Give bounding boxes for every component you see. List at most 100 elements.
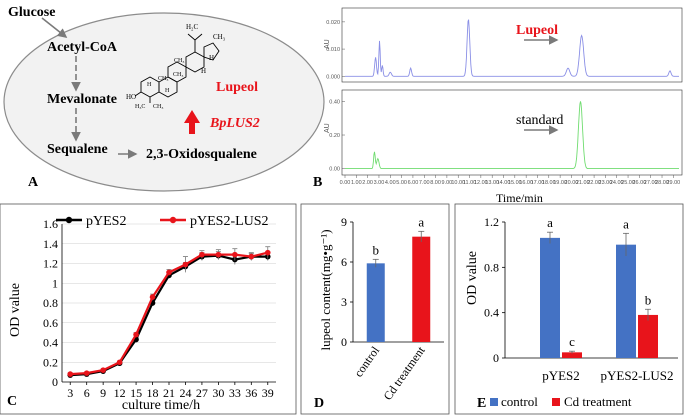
c-point-1-9 [215, 251, 222, 258]
b-xtick-label-21: 21.00 [576, 180, 590, 186]
b-xtick-label-25: 25.00 [621, 180, 635, 186]
b-xtick-label-23: 23.00 [599, 180, 613, 186]
c-legend: pYES2 pYES2-LUS2 [56, 214, 269, 229]
d-ytick-label-3: 9 [341, 215, 347, 229]
b-xtick-label-14: 14.00 [497, 180, 511, 186]
b-xtick-label-18: 18.00 [542, 180, 556, 186]
struct-label-ch3-top: CH₃ [213, 33, 226, 41]
b-xlabel: Time/min [496, 191, 543, 205]
struct-label-h-4: H [165, 88, 170, 94]
e-letter-1-1: b [645, 292, 652, 307]
c-xtick-label-1: 6 [84, 386, 90, 400]
c-xtick-label-10: 33 [229, 386, 241, 400]
b-ytick-label-1-2: 0.40 [329, 99, 340, 105]
struct-label-ch3-c: CH₃ [174, 58, 184, 64]
enzyme-label: BpLUS2 [209, 116, 260, 131]
c-xtick-label-11: 36 [245, 386, 257, 400]
b-xtick-label-1: 1.00 [351, 180, 362, 186]
e-ytick-label-0: 0 [493, 351, 499, 365]
c-xtick-label-7: 24 [179, 386, 191, 400]
e-xlabel-1: pYES2-LUS2 [601, 368, 674, 383]
struct-label-ch3-a: CH₃ [158, 76, 168, 82]
b-xtick-label-5: 5.00 [396, 180, 407, 186]
struct-label-ho: HO [126, 93, 136, 101]
e-legend: control Cd treatment [490, 394, 632, 409]
panel-label-e: E [477, 396, 486, 411]
c-series-pyes2-lus2 [67, 246, 271, 377]
struct-label-h-1: H [209, 54, 214, 62]
b-xtick-label-8: 8.00 [430, 180, 441, 186]
up-arrow-icon [184, 110, 200, 134]
c-xtick-label-5: 18 [147, 386, 159, 400]
lupeol-structure [134, 33, 220, 103]
c-point-1-3 [116, 359, 123, 366]
c-point-1-4 [133, 331, 139, 338]
b-xtick-label-9: 9.00 [442, 180, 453, 186]
c-ytick-label-1: 0.2 [43, 355, 58, 369]
c-point-1-0 [67, 371, 74, 377]
b-xtick-label-13: 13.00 [485, 180, 499, 186]
c-ytick-label-0: 0 [52, 375, 58, 389]
b-xtick-label-28: 28.00 [655, 180, 669, 186]
d-xlabel-0: control [351, 343, 382, 379]
trace-sample [345, 19, 679, 77]
c-point-1-2 [100, 367, 106, 373]
struct-label-h-2: H [201, 67, 206, 75]
panel-label-c: C [7, 394, 17, 409]
c-ytick-label-7: 1.4 [43, 237, 58, 251]
b-xtick-label-19: 19.00 [553, 180, 567, 186]
c-xtick-label-4: 15 [130, 386, 142, 400]
c-ytick-label-2: 0.4 [43, 336, 58, 350]
b-xtick-label-16: 16.00 [519, 180, 533, 186]
struct-label-ch3-b: CH₃ [173, 72, 183, 78]
legend-label-pyes2: pYES2 [86, 214, 126, 229]
c-point-1-12 [264, 249, 271, 256]
c-ylabel: OD value [8, 283, 23, 337]
b-bottom-ylabel: AU [324, 123, 331, 133]
b-standard-yaxis: 0.00 0.20 0.40 [329, 99, 345, 173]
struct-label-h2c: H₂C [186, 23, 198, 31]
panel-label-b: B [313, 175, 322, 190]
struct-label-h3c: H₃C [135, 104, 145, 110]
c-point-1-5 [149, 294, 156, 300]
b-xtick-label-20: 20.00 [565, 180, 579, 186]
e-bar-0-1 [562, 352, 582, 358]
b-xtick-label-10: 10.00 [451, 180, 465, 186]
b-lupeol-annotation: Lupeol [516, 23, 558, 38]
c-ytick-label-6: 1.2 [43, 257, 58, 271]
b-xtick-label-24: 24.00 [610, 180, 624, 186]
legend-swatch-control [490, 398, 498, 406]
compound-glucose: Glucose [8, 5, 55, 20]
e-ytick-label-2: 0.8 [484, 260, 499, 274]
e-xlabel-0: pYES2 [542, 368, 580, 383]
b-xtick-label-6: 6.00 [408, 180, 419, 186]
legend-swatch-cd [552, 398, 560, 406]
b-xtick-label-29: 29.00 [666, 180, 680, 186]
b-xtick-label-2: 2.00 [362, 180, 373, 186]
panel-label-d: D [314, 396, 324, 411]
d-ytick-label-0: 0 [341, 335, 347, 349]
e-bar-1-0 [616, 244, 636, 358]
d-letter-1: a [418, 214, 424, 229]
e-ytick-label-3: 1.2 [484, 215, 499, 229]
trace-standard [345, 101, 679, 170]
e-ytick-label-1: 0.4 [484, 306, 499, 320]
c-xtick-label-6: 21 [163, 386, 175, 400]
d-ytick-label-2: 6 [341, 255, 347, 269]
b-xtick-label-15: 15.00 [508, 180, 522, 186]
c-xtick-label-9: 30 [212, 386, 224, 400]
b-ytick-label-0-1: 0.010 [326, 47, 340, 53]
b-xtick-label-11: 11.00 [463, 180, 476, 186]
b-xtick-label-26: 26.00 [632, 180, 646, 186]
c-point-1-8 [199, 251, 205, 258]
d-letter-0: b [373, 242, 380, 257]
compound-acetyl-coa: Acetyl-CoA [47, 40, 118, 55]
chromatogram-standard-frame [341, 89, 683, 176]
c-ytick-label-3: 0.6 [43, 316, 58, 330]
chromatogram-sample-frame [341, 7, 683, 83]
legend-label-control: control [501, 394, 538, 409]
b-ytick-label-0-0: 0.000 [326, 74, 340, 80]
b-xtick-label-3: 3.00 [374, 180, 385, 186]
c-point-1-1 [83, 370, 90, 376]
